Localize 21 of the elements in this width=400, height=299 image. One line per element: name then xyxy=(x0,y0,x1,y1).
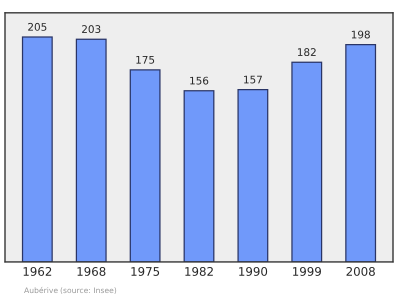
data-label: 156 xyxy=(190,76,208,85)
x-tick-label: 1999 xyxy=(293,266,321,276)
bar xyxy=(22,36,53,262)
bar xyxy=(345,44,376,262)
data-label: 182 xyxy=(298,48,316,56)
data-label: 198 xyxy=(352,30,370,38)
x-tick-label: 1975 xyxy=(131,266,160,276)
data-label: 205 xyxy=(28,22,46,31)
bar xyxy=(184,90,214,262)
data-label: 157 xyxy=(244,76,262,84)
data-label: 175 xyxy=(136,56,154,64)
bar xyxy=(291,62,322,262)
x-tick-label: 1968 xyxy=(77,266,106,276)
x-tick-label: 2008 xyxy=(346,266,375,276)
data-label: 203 xyxy=(82,25,100,34)
bar xyxy=(130,69,161,262)
x-tick-label: 1990 xyxy=(239,266,268,276)
x-tick-label: 1962 xyxy=(24,266,52,276)
x-tick-label: 1982 xyxy=(185,266,213,276)
bar xyxy=(76,38,107,262)
bar xyxy=(237,89,268,262)
